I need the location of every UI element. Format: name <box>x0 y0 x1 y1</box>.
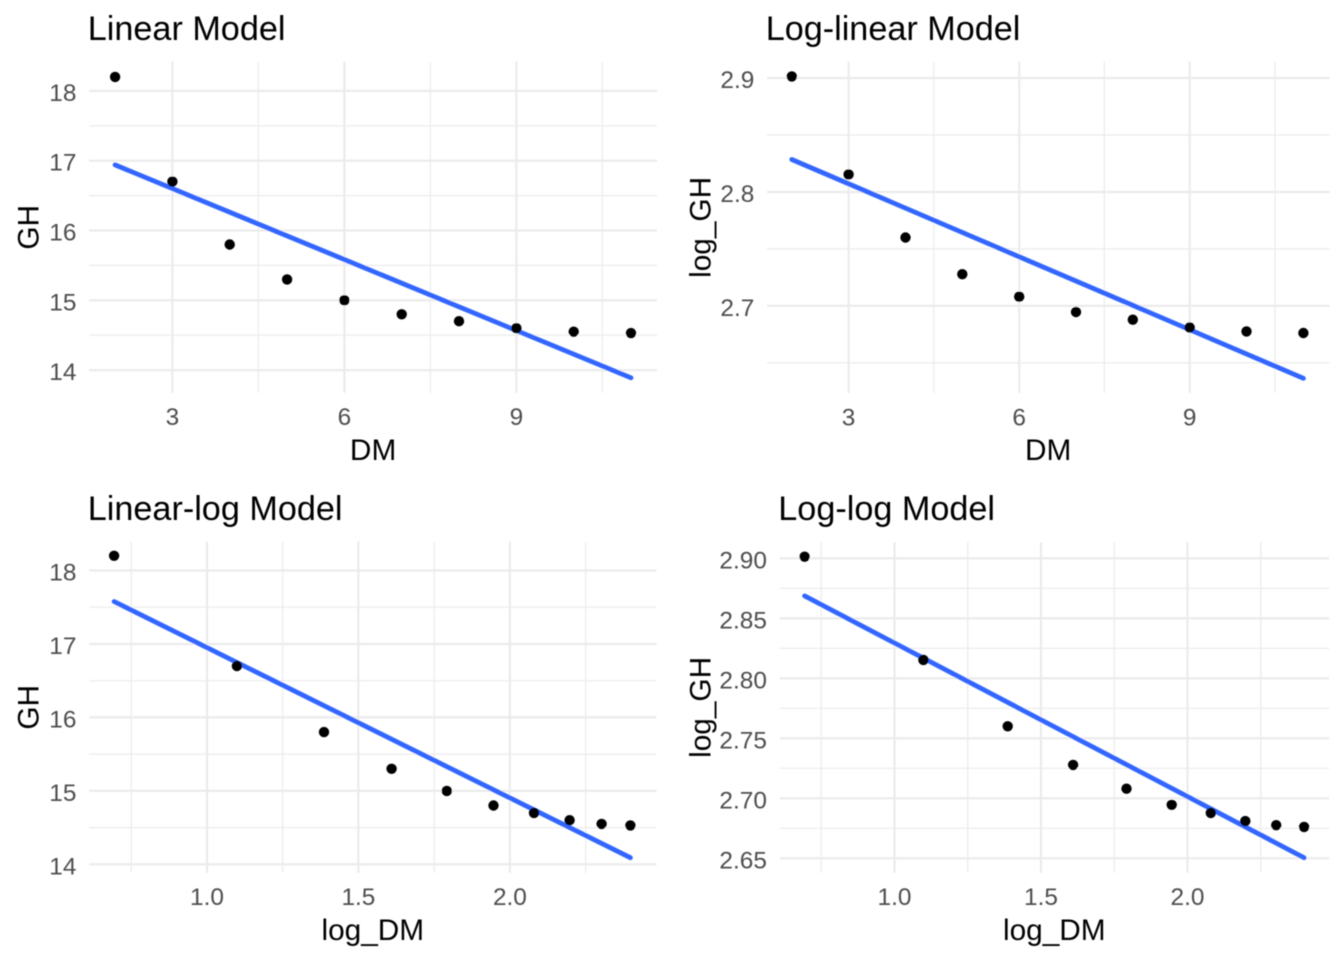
svg-text:3: 3 <box>166 404 180 431</box>
svg-text:log_GH: log_GH <box>684 657 717 758</box>
svg-text:2.70: 2.70 <box>719 787 766 814</box>
svg-text:DM: DM <box>350 434 396 467</box>
svg-text:2.85: 2.85 <box>719 607 766 634</box>
svg-text:14: 14 <box>49 853 76 880</box>
svg-text:2.0: 2.0 <box>1171 884 1205 911</box>
svg-text:15: 15 <box>49 289 76 316</box>
svg-text:6: 6 <box>1012 404 1026 431</box>
svg-text:18: 18 <box>49 80 76 107</box>
svg-text:log_DM: log_DM <box>1003 914 1106 947</box>
svg-text:16: 16 <box>49 706 76 733</box>
svg-text:17: 17 <box>49 150 76 177</box>
svg-text:9: 9 <box>510 404 524 431</box>
svg-text:3: 3 <box>842 404 856 431</box>
svg-text:1.0: 1.0 <box>878 884 912 911</box>
svg-text:2.75: 2.75 <box>719 727 766 754</box>
svg-text:1.5: 1.5 <box>341 884 375 911</box>
svg-text:Linear Model: Linear Model <box>88 10 286 48</box>
svg-text:16: 16 <box>49 220 76 247</box>
svg-text:2.90: 2.90 <box>719 547 766 574</box>
svg-text:Log-linear Model: Log-linear Model <box>766 10 1021 48</box>
svg-text:log_DM: log_DM <box>321 914 424 947</box>
svg-text:2.80: 2.80 <box>719 667 766 694</box>
svg-text:2.65: 2.65 <box>719 847 766 874</box>
svg-text:GH: GH <box>12 205 45 250</box>
svg-text:17: 17 <box>49 633 76 660</box>
svg-text:GH: GH <box>12 685 45 730</box>
svg-text:Linear-log Model: Linear-log Model <box>88 490 343 528</box>
svg-text:14: 14 <box>49 359 76 386</box>
svg-text:6: 6 <box>338 404 352 431</box>
svg-text:DM: DM <box>1025 434 1071 467</box>
svg-text:1.5: 1.5 <box>1024 884 1058 911</box>
svg-text:1.0: 1.0 <box>190 884 224 911</box>
svg-text:2.0: 2.0 <box>493 884 527 911</box>
svg-text:15: 15 <box>49 780 76 807</box>
svg-text:18: 18 <box>49 560 76 587</box>
svg-text:9: 9 <box>1183 404 1197 431</box>
svg-text:Log-log Model: Log-log Model <box>778 490 995 528</box>
svg-text:2.8: 2.8 <box>720 181 754 208</box>
svg-text:log_GH: log_GH <box>684 177 717 278</box>
svg-text:2.7: 2.7 <box>720 295 754 322</box>
svg-text:2.9: 2.9 <box>720 67 754 94</box>
